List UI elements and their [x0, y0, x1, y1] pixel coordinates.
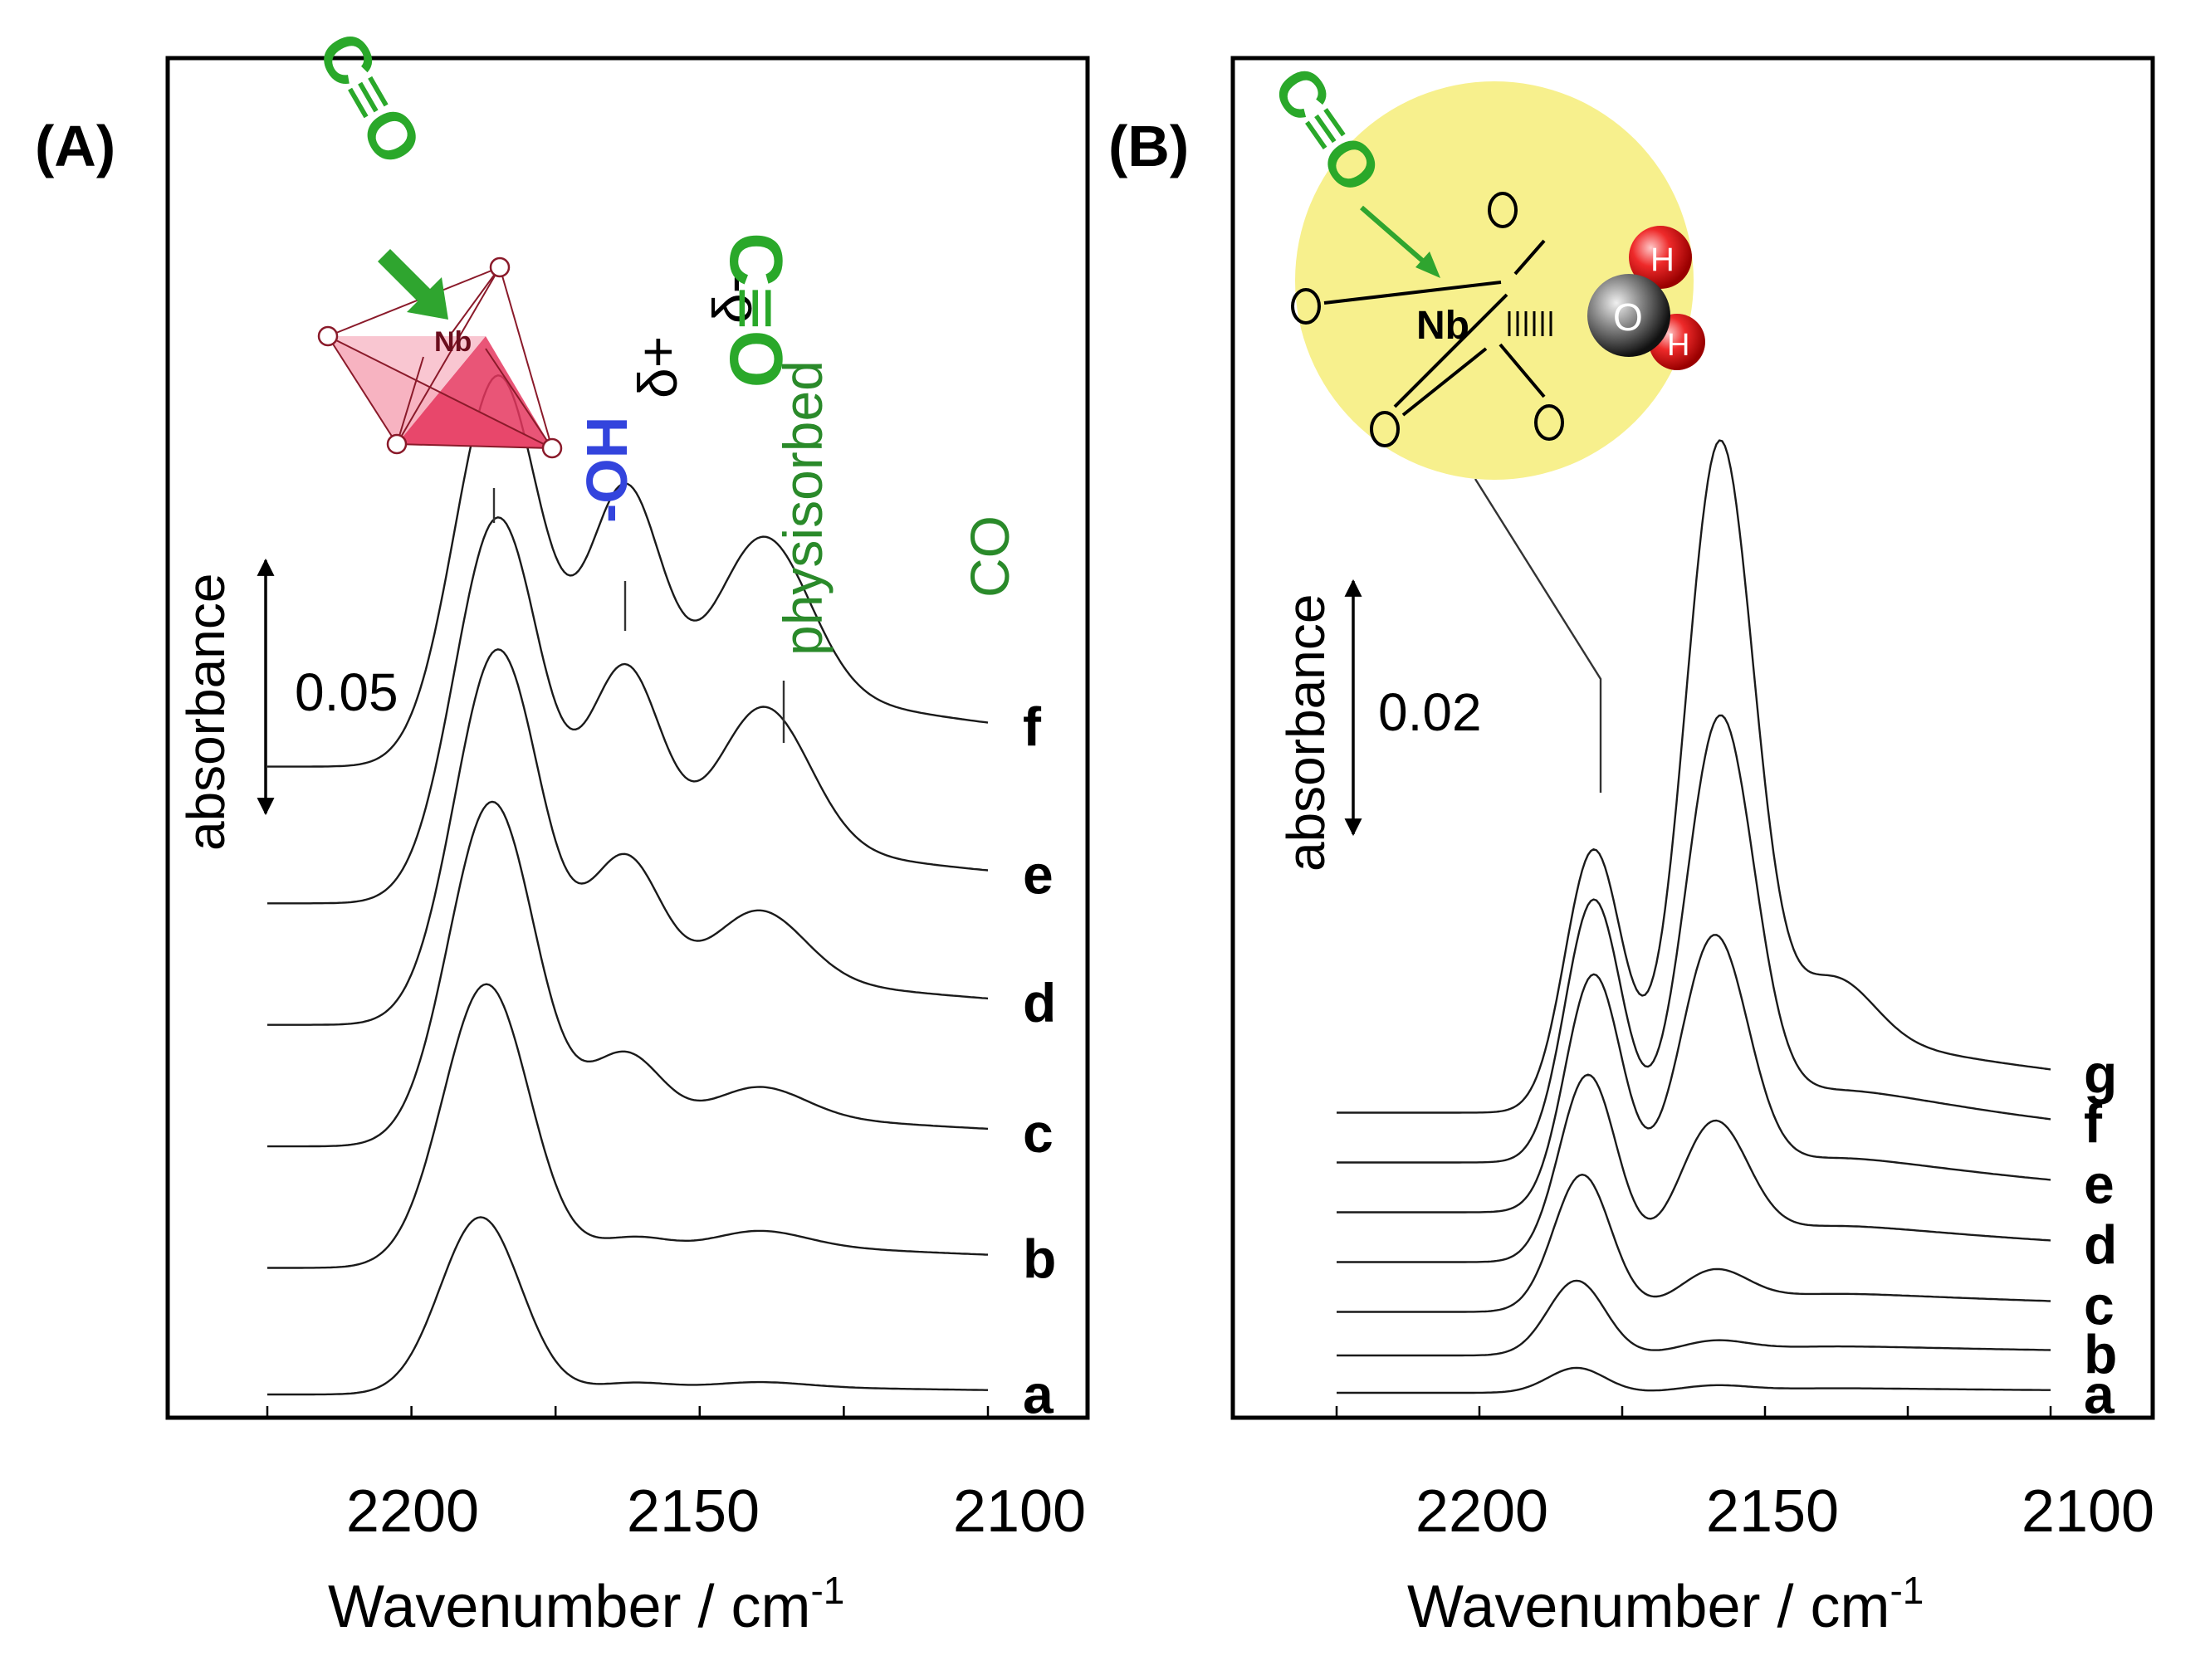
- nb-b-label: Nb: [1416, 304, 1469, 348]
- spectrum-trace-b: [1337, 1279, 2051, 1357]
- panel-a-label: (A): [35, 114, 115, 178]
- nb-octahedron-icon: Nb H H O C≡O: [1259, 53, 1705, 480]
- trace-label-b: b: [1023, 1228, 1056, 1290]
- delta-minus-label: δ-: [702, 275, 763, 324]
- spectrum-trace-d: [267, 648, 989, 1026]
- trace-label-f: f: [1023, 696, 1042, 758]
- water-o: O: [1613, 295, 1643, 339]
- x-tick-label: 2200: [1415, 1478, 1548, 1545]
- trace-label-a: a: [2084, 1364, 2115, 1425]
- scale-b-label: absorbance: [1276, 594, 1336, 872]
- co-a-molecule: C≡O: [303, 20, 436, 177]
- spectrum-trace-g: [1337, 439, 2051, 1114]
- panel-b-label: (B): [1108, 114, 1189, 178]
- delta-plus-label: δ+: [627, 336, 688, 398]
- panel-b-scale-bar: 0.02 absorbance: [1276, 579, 1482, 872]
- water-h2: H: [1667, 328, 1689, 363]
- nb-polyhedron-icon: Nb: [317, 256, 563, 459]
- spectrum-trace-f: [1337, 714, 2051, 1164]
- spectrum-trace-f: [267, 374, 989, 768]
- oh-label: -OH: [574, 417, 639, 523]
- trace-label-e: e: [2084, 1153, 2115, 1214]
- trace-label-c: c: [1023, 1102, 1054, 1164]
- physisorbed-label: physisorbed: [772, 360, 834, 656]
- panel-a: (A) 2200 2150 2100 a b c d e f 0.05 absorbance: [35, 20, 1090, 1640]
- water-h1: H: [1650, 242, 1675, 278]
- co-a-surface-molecule: C≡O: [714, 232, 797, 388]
- x-tick-label: 2150: [627, 1478, 760, 1545]
- trace-label-g: g: [2084, 1043, 2117, 1104]
- x-tick-label: 2150: [1706, 1478, 1839, 1545]
- spectrum-trace-e: [267, 516, 989, 905]
- trace-label-d: d: [2084, 1214, 2117, 1275]
- nb-a-label: Nb: [434, 326, 472, 358]
- trace-label-e: e: [1023, 844, 1054, 906]
- spectrum-trace-e: [1337, 934, 2051, 1214]
- spectrum-trace-a: [1337, 1366, 2051, 1394]
- spectrum-trace-d: [1337, 1073, 2051, 1263]
- physisorbed-co-label: CO: [959, 515, 1020, 598]
- trace-label-d: d: [1023, 972, 1056, 1033]
- x-axis-label-a: Wavenumber / cm-1: [328, 1569, 844, 1640]
- x-tick-label: 2100: [2022, 1478, 2154, 1545]
- panel-a-scale-bar: 0.05 absorbance: [176, 558, 398, 851]
- scale-b-value: 0.02: [1378, 682, 1482, 742]
- scale-a-value: 0.05: [295, 662, 398, 722]
- trace-label-c: c: [2084, 1274, 2115, 1336]
- spectrum-trace-c: [267, 800, 989, 1148]
- panel-b-traces: [1337, 439, 2051, 1394]
- x-tick-label: 2200: [346, 1478, 479, 1545]
- panel-a-x-axis: 2200 2150 2100: [266, 1406, 1086, 1545]
- co-adsorption-icon: C≡O: [303, 20, 448, 320]
- x-axis-label-b: Wavenumber / cm-1: [1407, 1569, 1924, 1640]
- trace-label-f: f: [2084, 1092, 2103, 1154]
- spectrum-trace-c: [1337, 1174, 2051, 1313]
- x-tick-label: 2100: [953, 1478, 1086, 1545]
- panel-b-frame: [1230, 56, 2155, 1420]
- panel-a-trace-labels: a b c d e f: [1023, 696, 1056, 1425]
- trace-label-b: b: [2084, 1323, 2117, 1385]
- panel-a-frame: [165, 56, 1090, 1420]
- panel-a-traces: [267, 374, 989, 1396]
- spectrum-trace-b: [267, 983, 989, 1269]
- spectrum-trace-a: [267, 1216, 988, 1396]
- leader-b-nb: [1474, 478, 1602, 793]
- trace-label-a: a: [1023, 1364, 1054, 1425]
- scale-a-label: absorbance: [176, 574, 236, 851]
- panel-b-x-axis: 2200 2150 2100: [1335, 1406, 2154, 1545]
- water-molecule-icon: H H O: [1587, 226, 1705, 370]
